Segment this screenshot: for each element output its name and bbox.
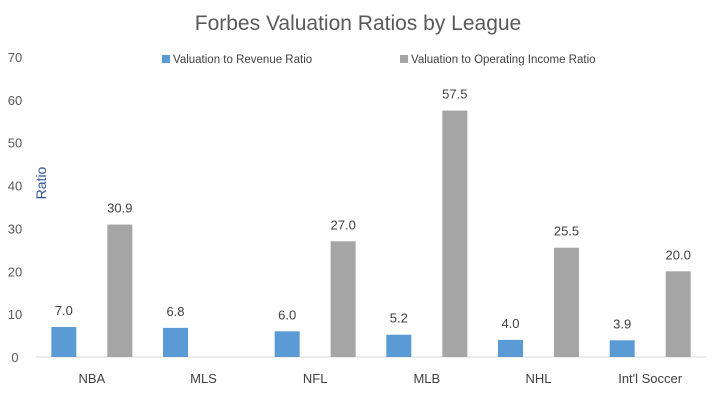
- data-label-revenue: 7.0: [55, 303, 73, 318]
- bar-operating-income: [554, 247, 579, 357]
- bars: [51, 110, 691, 357]
- bar-revenue: [386, 334, 412, 357]
- y-tick-label: 40: [8, 179, 22, 194]
- bar-revenue: [274, 331, 300, 357]
- x-category-label: NBA: [78, 371, 105, 386]
- bar-revenue: [51, 327, 77, 357]
- y-tick-label: 50: [8, 136, 22, 151]
- bar-operating-income: [107, 224, 133, 357]
- data-label-revenue: 5.2: [390, 311, 408, 326]
- x-category-label: Int'l Soccer: [618, 371, 683, 386]
- x-category-label: NHL: [525, 371, 551, 386]
- bar-operating-income: [665, 271, 691, 357]
- y-tick-label: 0: [11, 350, 18, 365]
- bar-operating-income: [442, 110, 468, 357]
- legend-swatch-operating-income: [400, 55, 408, 63]
- y-tick-label: 10: [8, 307, 22, 322]
- data-labels: 7.0 30.9 6.8 6.0 27.0 5.2 57.5 4.0 25.5 3.9 20.0: [55, 87, 691, 332]
- y-tick-label: 30: [8, 221, 22, 236]
- y-tick-label: 60: [8, 93, 22, 108]
- data-label-operating-income: 57.5: [442, 87, 467, 102]
- x-category-label: MLB: [413, 371, 440, 386]
- data-label-operating-income: 30.9: [107, 201, 132, 216]
- x-category-label: MLS: [190, 371, 217, 386]
- data-label-revenue: 4.0: [501, 316, 519, 331]
- x-axis-categories: NBA MLS NFL MLB NHL Int'l Soccer: [78, 371, 682, 386]
- data-label-operating-income: 20.0: [666, 247, 691, 262]
- y-axis-label: Ratio: [33, 166, 49, 199]
- legend: Valuation to Revenue Ratio Valuation to …: [162, 54, 596, 66]
- y-axis-ticks: 0 10 20 30 40 50 60 70: [8, 50, 22, 365]
- legend-label-revenue: Valuation to Revenue Ratio: [173, 54, 312, 66]
- data-label-revenue: 3.9: [613, 316, 631, 331]
- data-label-revenue: 6.0: [278, 307, 296, 322]
- data-label-revenue: 6.8: [166, 304, 184, 319]
- chart-title: Forbes Valuation Ratios by League: [195, 12, 521, 35]
- legend-label-operating-income: Valuation to Operating Income Ratio: [411, 54, 596, 66]
- bar-revenue: [609, 340, 635, 357]
- bar-operating-income: [330, 241, 356, 357]
- y-tick-label: 70: [8, 50, 22, 65]
- x-category-label: NFL: [303, 371, 328, 386]
- bar-revenue: [498, 339, 523, 357]
- legend-swatch-revenue: [162, 55, 170, 63]
- data-label-operating-income: 25.5: [554, 224, 579, 239]
- y-tick-label: 20: [8, 264, 22, 279]
- data-label-operating-income: 27.0: [331, 217, 356, 232]
- bar-revenue: [163, 327, 188, 357]
